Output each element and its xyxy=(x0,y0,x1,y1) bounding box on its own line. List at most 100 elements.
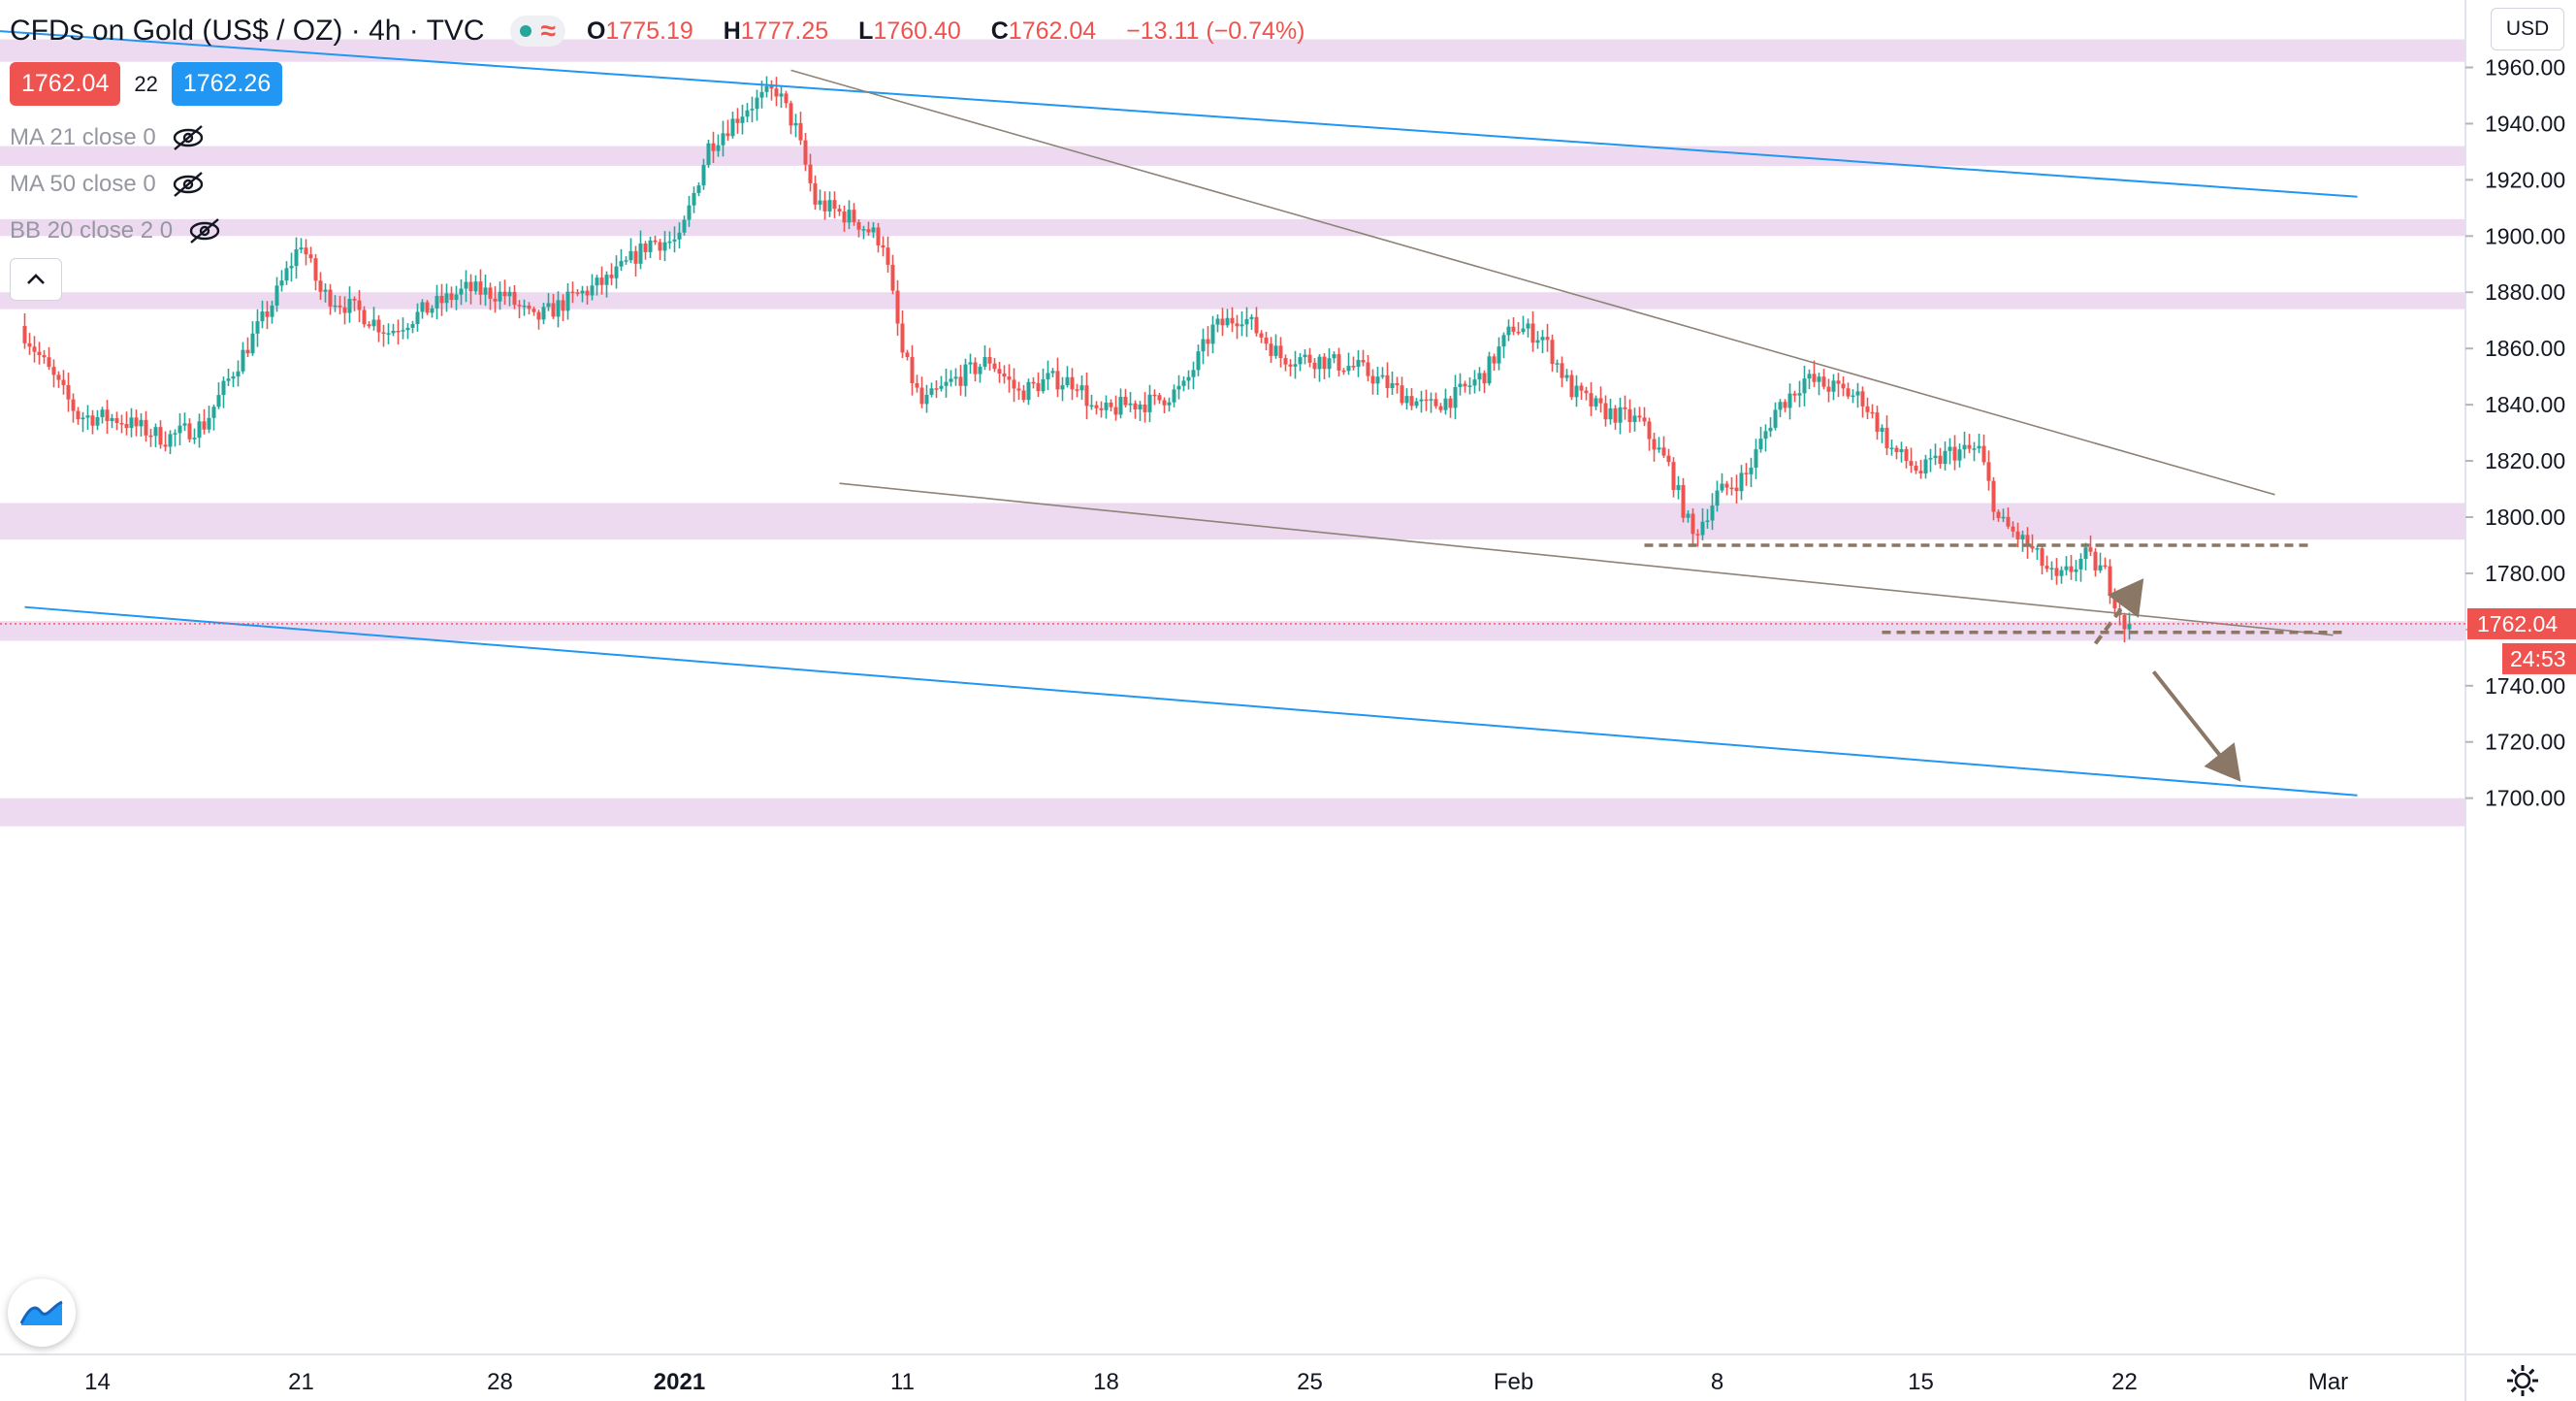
candle-body xyxy=(37,351,42,356)
price-zone xyxy=(0,218,2465,237)
candle-body xyxy=(1700,521,1705,536)
candle-body xyxy=(1273,345,1278,356)
candle-body xyxy=(265,311,270,317)
indicator-label: BB 20 close 2 0 xyxy=(10,217,174,244)
wave-icon: ≈ xyxy=(540,16,556,46)
price-zone xyxy=(0,39,2465,62)
candle-body xyxy=(653,240,658,243)
candle-body xyxy=(982,356,987,367)
tradingview-logo-icon[interactable] xyxy=(8,1279,76,1347)
eye-off-icon[interactable] xyxy=(170,170,207,199)
candle-body xyxy=(110,417,114,422)
candle-body xyxy=(987,356,992,364)
indicator-ma50[interactable]: MA 50 close 0 xyxy=(10,165,207,204)
candle-body xyxy=(1278,345,1283,359)
candle-body xyxy=(1870,411,1875,414)
candle-body xyxy=(1826,386,1831,392)
candle-body xyxy=(1482,373,1487,384)
candle-body xyxy=(1012,379,1016,389)
symbol-name: CFDs on Gold (US$ / OZ) xyxy=(10,15,343,47)
price-zone xyxy=(0,621,2465,641)
candle-body xyxy=(192,438,197,440)
candle-body xyxy=(1637,415,1642,418)
candle-body xyxy=(1026,381,1031,401)
candle-body xyxy=(260,311,265,322)
candle-body xyxy=(1647,421,1652,440)
channel-line xyxy=(0,30,2358,198)
candle-body xyxy=(939,385,944,389)
candle-body xyxy=(32,346,37,352)
candle-body xyxy=(696,185,701,193)
y-tick-label: 1840.00 xyxy=(2485,392,2565,417)
candle-body xyxy=(1395,382,1400,386)
candle-body xyxy=(362,310,367,325)
candle-body xyxy=(134,417,139,427)
candle-body xyxy=(2035,548,2040,550)
currency-button[interactable]: USD xyxy=(2491,8,2564,50)
candle-body xyxy=(886,247,890,265)
eye-off-icon[interactable] xyxy=(170,123,207,152)
candle-body xyxy=(1695,534,1700,536)
market-status-pill[interactable]: ≈ xyxy=(509,16,565,47)
settings-gear-icon[interactable] xyxy=(2504,1362,2541,1399)
candle-body xyxy=(575,292,580,294)
candle-body xyxy=(250,333,255,354)
candle-body xyxy=(1540,337,1545,341)
candle-body xyxy=(502,291,507,297)
price-zone xyxy=(0,146,2465,166)
candle-body xyxy=(1807,374,1812,379)
candle-body xyxy=(1555,363,1560,365)
y-tick-label: 1820.00 xyxy=(2485,448,2565,473)
candle-body xyxy=(1652,439,1657,450)
candle-body xyxy=(1952,446,1957,461)
symbol-title[interactable]: CFDs on Gold (US$ / OZ) · 4h · TVC xyxy=(10,15,485,47)
candle-body xyxy=(1065,376,1070,386)
candle-body xyxy=(1768,427,1773,432)
candle-body xyxy=(1778,402,1783,410)
candle-body xyxy=(1341,370,1346,373)
candle-body xyxy=(1889,447,1894,450)
candle-body xyxy=(1084,385,1089,407)
candle-body xyxy=(1851,395,1855,398)
open-key: O xyxy=(586,16,606,45)
candle-body xyxy=(774,88,779,97)
indicator-bb20[interactable]: BB 20 close 2 0 xyxy=(10,212,223,250)
eye-off-icon[interactable] xyxy=(186,216,223,245)
y-tick-label: 1800.00 xyxy=(2485,505,2565,530)
candle-body xyxy=(1841,383,1846,389)
candle-body xyxy=(1923,459,1928,473)
candle-body xyxy=(1526,323,1530,329)
last-price-tag xyxy=(2467,607,2576,639)
x-tick-label: 15 xyxy=(1908,1369,1934,1395)
candle-body xyxy=(643,244,648,252)
chart-header: CFDs on Gold (US$ / OZ) · 4h · TVC ≈ O 17… xyxy=(0,8,1317,54)
candle-body xyxy=(1855,391,1860,396)
sell-price-button[interactable]: 1762.04 xyxy=(10,62,121,106)
candle-body xyxy=(1836,380,1841,384)
candle-body xyxy=(1414,401,1419,407)
indicator-ma21[interactable]: MA 21 close 0 xyxy=(10,118,207,157)
candle-body xyxy=(124,424,129,429)
x-tick-label: 14 xyxy=(84,1369,111,1395)
candle-body xyxy=(105,409,110,422)
candle-body xyxy=(1167,402,1172,406)
candle-body xyxy=(22,326,27,343)
candle-body xyxy=(847,210,852,223)
close-value: 1762.04 xyxy=(1008,16,1097,45)
candle-body xyxy=(1918,471,1923,473)
candle-body xyxy=(42,355,47,358)
candle-body xyxy=(1322,356,1327,370)
candle-body xyxy=(1327,358,1332,370)
candle-body xyxy=(784,93,789,104)
buy-price-button[interactable]: 1762.26 xyxy=(171,62,283,106)
candle-body xyxy=(449,293,454,301)
candle-body xyxy=(769,85,774,89)
candle-body xyxy=(949,378,953,382)
candle-body xyxy=(1385,375,1390,389)
spread-value: 22 xyxy=(134,71,158,96)
collapse-legend-button[interactable] xyxy=(10,258,62,301)
candle-body xyxy=(1787,393,1792,408)
candle-body xyxy=(759,91,764,98)
candle-body xyxy=(95,416,100,426)
